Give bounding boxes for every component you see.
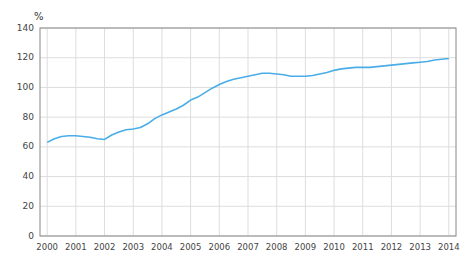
y-tick-label: 100 xyxy=(17,82,34,92)
x-tick-label: 2014 xyxy=(438,242,460,252)
y-tick-label: 0 xyxy=(28,231,34,241)
chart-container: 0 20 40 60 80 100 120 140 2000 2001 2002 2003 2004 20… xyxy=(0,0,470,260)
x-grid-line xyxy=(133,28,134,236)
line xyxy=(47,58,449,142)
x-grid-line xyxy=(219,28,220,236)
x-tick-label: 2006 xyxy=(208,242,230,252)
x-tick-label: 2012 xyxy=(381,242,403,252)
x-grid-line xyxy=(161,28,162,236)
x-tick-label: 2007 xyxy=(237,242,259,252)
x-tick-label: 2011 xyxy=(352,242,374,252)
y-tick-label: 120 xyxy=(17,52,34,62)
x-tick-label: 2003 xyxy=(122,242,144,252)
x-grid-line xyxy=(104,28,105,236)
grid xyxy=(40,28,456,236)
x-tick-label: 2008 xyxy=(266,242,288,252)
x-tick-label: 2013 xyxy=(409,242,431,252)
y-tick-label: 60 xyxy=(23,141,35,151)
x-grid-line xyxy=(75,28,76,236)
x-grid-line xyxy=(362,28,363,236)
x-tick-label: 2000 xyxy=(36,242,58,252)
x-tick-label: 2009 xyxy=(295,242,317,252)
x-tick-label: 2002 xyxy=(94,242,116,252)
y-axis-label: % xyxy=(34,11,44,22)
x-tick-label: 2001 xyxy=(65,242,87,252)
chart: 0 20 40 60 80 100 120 140 2000 2001 2002 2003 2004 20… xyxy=(0,0,470,260)
x-grid-line xyxy=(334,28,335,236)
x-grid-line xyxy=(420,28,421,236)
x-tick-label: 2010 xyxy=(323,242,345,252)
y-tick-label: 80 xyxy=(23,112,35,122)
x-tick-label: 2004 xyxy=(151,242,173,252)
x-grid-line xyxy=(47,28,48,236)
y-tick-label: 140 xyxy=(17,23,34,33)
y-tick-label: 20 xyxy=(23,201,35,211)
x-grid-line xyxy=(248,28,249,236)
x-grid-line xyxy=(276,28,277,236)
y-tick-label: 40 xyxy=(23,171,35,181)
x-grid-line xyxy=(391,28,392,236)
x-grid-line xyxy=(190,28,191,236)
plot-frame xyxy=(40,28,456,236)
x-grid-line xyxy=(305,28,306,236)
axes: 0 20 40 60 80 100 120 140 2000 2001 2002 2003 2004 20… xyxy=(17,23,460,253)
x-tick-label: 2005 xyxy=(180,242,202,252)
plot-area xyxy=(47,58,449,142)
